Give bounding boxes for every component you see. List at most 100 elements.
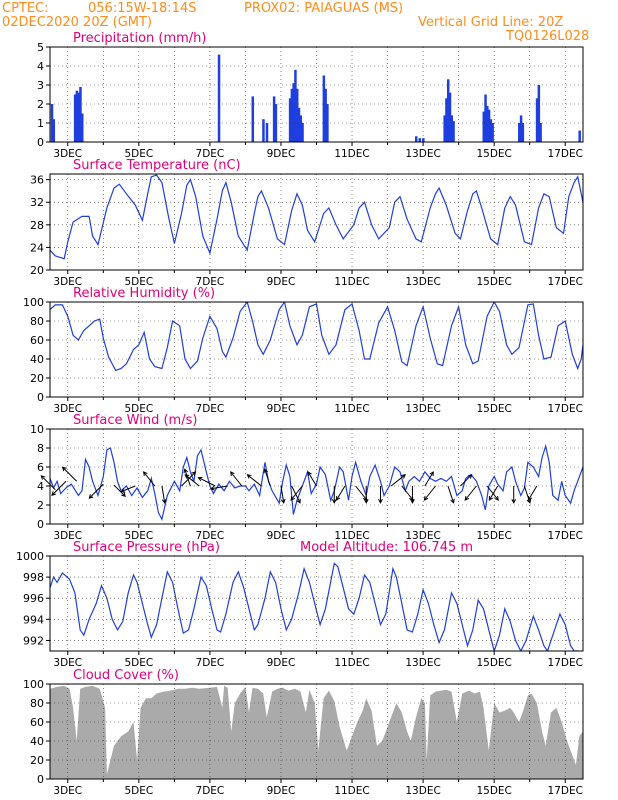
y-tick-label: 6 — [37, 461, 44, 474]
wind-arrow-head — [511, 499, 517, 504]
precip-bar — [262, 119, 265, 142]
x-tick-label: 15DEC — [476, 403, 511, 415]
wind-arrow — [121, 485, 136, 493]
wind-arrow-head — [191, 471, 197, 476]
wind-arrow-head — [263, 468, 268, 474]
wind-arrow — [401, 485, 414, 501]
y-tick-label: 60 — [30, 334, 44, 347]
x-tick-label: 3DEC — [53, 657, 82, 669]
precip-bar — [535, 98, 539, 142]
precip-bar — [414, 136, 418, 142]
precip-bar — [297, 107, 301, 142]
wind-arrow-head — [527, 495, 533, 501]
precip-bar — [450, 115, 454, 142]
y-tick-label: 1 — [37, 117, 44, 130]
y-tick-label: 80 — [30, 697, 44, 710]
precip-bar — [265, 123, 269, 142]
wind-arrow — [143, 471, 156, 487]
precip-bar — [290, 88, 294, 142]
panel-title: Relative Humidity (%) — [73, 286, 215, 301]
y-tick-label: 20 — [30, 754, 44, 767]
y-tick-label: 32 — [30, 196, 44, 209]
wind-arrow — [161, 485, 166, 503]
wind-arrow — [336, 485, 346, 501]
precip-bar — [301, 123, 304, 142]
wind-arrow-head — [494, 495, 499, 501]
precip-bar — [487, 109, 491, 142]
y-tick-label: 100 — [23, 296, 44, 309]
y-tick-label: 3 — [37, 79, 44, 92]
x-tick-label: 3DEC — [53, 403, 82, 415]
wind-arrow — [424, 471, 434, 487]
x-tick-label: 13DEC — [405, 276, 440, 288]
wind-arrow — [447, 485, 455, 503]
wind-arrow — [355, 485, 368, 501]
wind-arrow-head — [296, 498, 301, 504]
panel-wind: 0 2 4 6 8 10 3DEC 5DEC 7DEC 9DEC 11DEC 13DEC 15DEC 17… — [30, 413, 584, 542]
y-tick-label: 40 — [30, 735, 44, 748]
precip-bar — [251, 96, 255, 142]
y-tick-label: 0 — [37, 518, 44, 531]
y-tick-label: 0 — [37, 136, 44, 149]
x-tick-label: 11DEC — [334, 657, 369, 669]
y-tick-label: 4 — [37, 480, 44, 493]
x-tick-label: 9DEC — [267, 530, 296, 542]
precip-bar — [489, 119, 493, 142]
x-tick-label: 17DEC — [548, 148, 583, 160]
wind-series-line — [50, 443, 583, 522]
y-tick-label: 992 — [23, 634, 44, 647]
x-tick-label: 11DEC — [334, 276, 369, 288]
x-tick-label: 5DEC — [124, 657, 153, 669]
wind-arrow — [230, 471, 243, 487]
panel-rh: 0 20 40 60 80 100 3DEC 5DEC 7DEC 9DEC 11DEC 13DEC 15… — [23, 286, 584, 415]
wind-arrow — [307, 471, 317, 487]
precip-bar — [418, 138, 422, 142]
x-tick-label: 5DEC — [124, 148, 153, 160]
wind-arrow-head — [120, 488, 126, 493]
precip-bar — [518, 123, 521, 142]
precip-bar — [452, 121, 455, 142]
panel-title: Cloud Cover (%) — [73, 668, 179, 683]
header-run: 02DEC2020 20Z (GMT) — [2, 15, 153, 30]
x-tick-label: 13DEC — [405, 657, 440, 669]
precip-bar — [484, 94, 487, 142]
precip-bar — [443, 115, 446, 142]
wind-arrow-head — [429, 471, 434, 477]
x-tick-label: 11DEC — [334, 530, 369, 542]
wind-arrow — [198, 477, 216, 487]
precip-bar — [491, 123, 494, 142]
x-tick-label: 13DEC — [405, 403, 440, 415]
x-tick-label: 9DEC — [267, 403, 296, 415]
precip-bar — [448, 92, 452, 142]
x-tick-label: 13DEC — [405, 530, 440, 542]
x-tick-label: 3DEC — [53, 148, 82, 160]
x-tick-label: 17DEC — [548, 530, 583, 542]
wind-arrow-head — [161, 498, 167, 504]
header-station: PROX02: PAIAGUAS (MS) — [244, 1, 404, 16]
y-tick-label: 4 — [37, 60, 44, 73]
precip-bar — [519, 115, 523, 142]
wind-arrow-head — [488, 495, 494, 501]
wind-arrow — [460, 474, 472, 487]
precip-bar — [537, 85, 541, 142]
x-tick-label: 13DEC — [405, 148, 440, 160]
wind-arrow-head — [290, 495, 295, 501]
x-tick-label: 5DEC — [124, 276, 153, 288]
precip-bar — [79, 86, 82, 142]
wind-arrow — [527, 485, 538, 501]
wind-arrow-head — [331, 499, 337, 504]
x-tick-label: 9DEC — [267, 657, 296, 669]
x-tick-label: 11DEC — [334, 148, 369, 160]
header-grid: Vertical Grid Line: 20Z — [418, 15, 564, 30]
wind-arrow — [488, 485, 499, 501]
x-tick-label: 5DEC — [124, 530, 153, 542]
x-tick-label: 15DEC — [476, 148, 511, 160]
wind-arrow — [88, 483, 104, 499]
y-tick-label: 994 — [23, 613, 44, 626]
wind-arrow-head — [526, 498, 532, 504]
precip-bar — [322, 75, 326, 142]
wind-arrow-head — [88, 494, 94, 499]
x-tick-label: 7DEC — [196, 403, 225, 415]
wind-arrow-head — [230, 471, 235, 477]
